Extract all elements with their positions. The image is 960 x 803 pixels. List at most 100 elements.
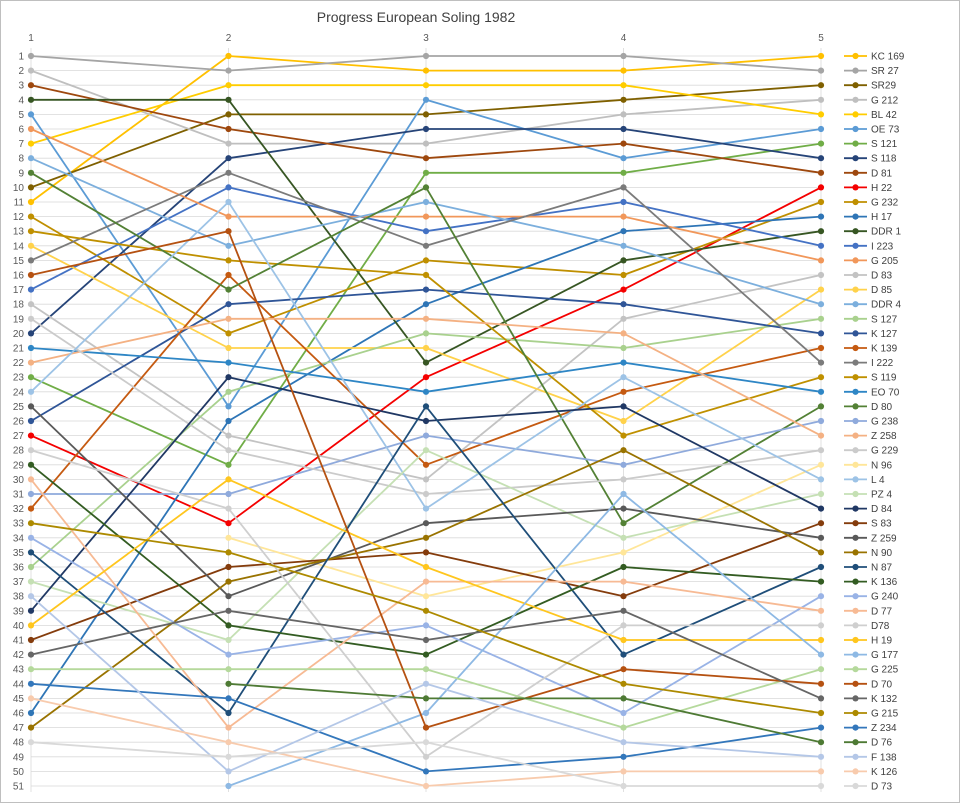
data-point-eo-70 <box>225 359 232 366</box>
data-point-k-126 <box>27 695 35 702</box>
data-point-k-139 <box>225 271 232 279</box>
data-point-g-215 <box>422 607 430 614</box>
data-point-k-127 <box>422 286 430 293</box>
legend-item-label: S 118 <box>871 154 897 165</box>
data-point-s-121 <box>225 461 232 468</box>
legend-marker-dot <box>852 198 859 206</box>
data-point-d-70 <box>620 666 627 673</box>
legend-marker-dot <box>852 563 859 571</box>
data-point-d-70 <box>27 271 35 279</box>
data-point-d-84 <box>225 374 232 381</box>
legend-marker-dot <box>852 709 859 717</box>
legend-item-label: G 229 <box>871 446 899 457</box>
data-point-d-73 <box>27 739 35 746</box>
data-point-k-136 <box>225 622 232 629</box>
data-point-g-215 <box>27 520 35 527</box>
data-point-d-73 <box>225 753 232 760</box>
legend-item-label: N 96 <box>871 460 893 471</box>
series-line-d-76 <box>228 682 822 744</box>
y-axis-tick-label: 6 <box>18 125 24 136</box>
data-point-ddr-4 <box>620 242 627 249</box>
legend-marker-dot <box>852 271 859 279</box>
legend-marker-dot <box>852 739 859 746</box>
y-axis-tick-label: 39 <box>13 606 25 617</box>
data-point-z-258 <box>620 330 627 337</box>
y-axis-tick-label: 21 <box>13 344 25 355</box>
legend-marker-dot <box>852 417 859 425</box>
data-point-z-234 <box>422 768 430 775</box>
x-axis-tick-label: 4 <box>621 33 627 44</box>
data-point-h-22 <box>817 184 825 191</box>
data-point-sr-27 <box>817 67 825 74</box>
legend-marker-dot <box>852 636 859 644</box>
data-point-eo-70 <box>620 359 627 366</box>
data-point-g-212 <box>620 111 627 118</box>
data-point-d78 <box>817 622 825 629</box>
data-point-d-84 <box>620 403 627 410</box>
data-point-k-126 <box>225 739 232 746</box>
data-point-n-90 <box>225 578 232 585</box>
data-point-g-177 <box>422 709 430 717</box>
y-axis-tick-label: 48 <box>13 738 25 749</box>
data-point-kc-169 <box>620 67 627 74</box>
data-point-d-83 <box>817 271 825 279</box>
data-point-f-138 <box>27 593 35 600</box>
data-point-l-4 <box>27 388 35 395</box>
data-point-ddr-1 <box>620 257 627 264</box>
y-axis-tick-label: 8 <box>18 154 24 165</box>
legend-marker-dot <box>852 169 859 176</box>
data-point-bl-42 <box>620 82 627 89</box>
data-point-d-70 <box>422 724 430 731</box>
data-point-d-85 <box>817 286 825 293</box>
data-point-i-223 <box>817 242 825 249</box>
data-point-n-90 <box>27 724 35 731</box>
data-point-h-22 <box>620 286 627 293</box>
data-point-pz-4 <box>422 447 430 454</box>
y-axis-tick-label: 5 <box>18 110 24 121</box>
data-point-i-223 <box>27 286 35 293</box>
data-point-kc-169 <box>422 67 430 74</box>
legend-marker-dot <box>852 549 859 556</box>
data-point-g-240 <box>27 534 35 541</box>
data-point-h-19 <box>620 636 627 644</box>
data-point-k-127 <box>817 330 825 337</box>
legend-marker-dot <box>852 768 859 775</box>
data-point-d-77 <box>620 578 627 585</box>
x-axis-tick-label: 2 <box>226 33 232 44</box>
data-point-z-234 <box>225 695 232 702</box>
data-point-d78 <box>620 622 627 629</box>
data-point-bl-42 <box>817 111 825 118</box>
data-point-l-4 <box>817 476 825 483</box>
y-axis-tick-label: 19 <box>13 314 25 325</box>
legend-marker-dot <box>852 67 859 74</box>
data-point-ddr-1 <box>225 96 232 103</box>
data-point-d-77 <box>422 578 430 585</box>
legend-item-label: S 119 <box>871 373 897 384</box>
data-point-g-238 <box>620 461 627 468</box>
data-point-sr-27 <box>27 52 35 60</box>
data-point-h-17 <box>620 228 627 235</box>
y-axis-tick-label: 37 <box>13 577 25 588</box>
data-point-d-83 <box>422 476 430 483</box>
data-point-k-136 <box>27 461 35 468</box>
data-point-g-205 <box>620 213 627 220</box>
data-point-ddr-1 <box>422 359 430 366</box>
data-point-g-212 <box>225 140 232 147</box>
legend-item-label: H 22 <box>871 183 893 194</box>
data-point-pz-4 <box>817 490 825 498</box>
data-point-d-83 <box>27 301 35 308</box>
legend-marker-dot <box>852 52 859 60</box>
legend-item-label: D 85 <box>871 285 893 296</box>
data-point-d-85 <box>620 417 627 425</box>
data-point-ddr-4 <box>27 155 35 162</box>
data-point-k-139 <box>422 461 430 468</box>
legend-marker-dot <box>852 213 859 220</box>
data-point-g-177 <box>225 782 232 790</box>
data-point-g-232 <box>817 198 825 206</box>
data-point-h-22 <box>27 432 35 439</box>
data-point-sr29 <box>817 82 825 89</box>
data-point-n-87 <box>422 403 430 410</box>
data-point-s-118 <box>620 125 627 133</box>
data-point-sr29 <box>620 96 627 103</box>
data-point-k-136 <box>422 651 430 658</box>
